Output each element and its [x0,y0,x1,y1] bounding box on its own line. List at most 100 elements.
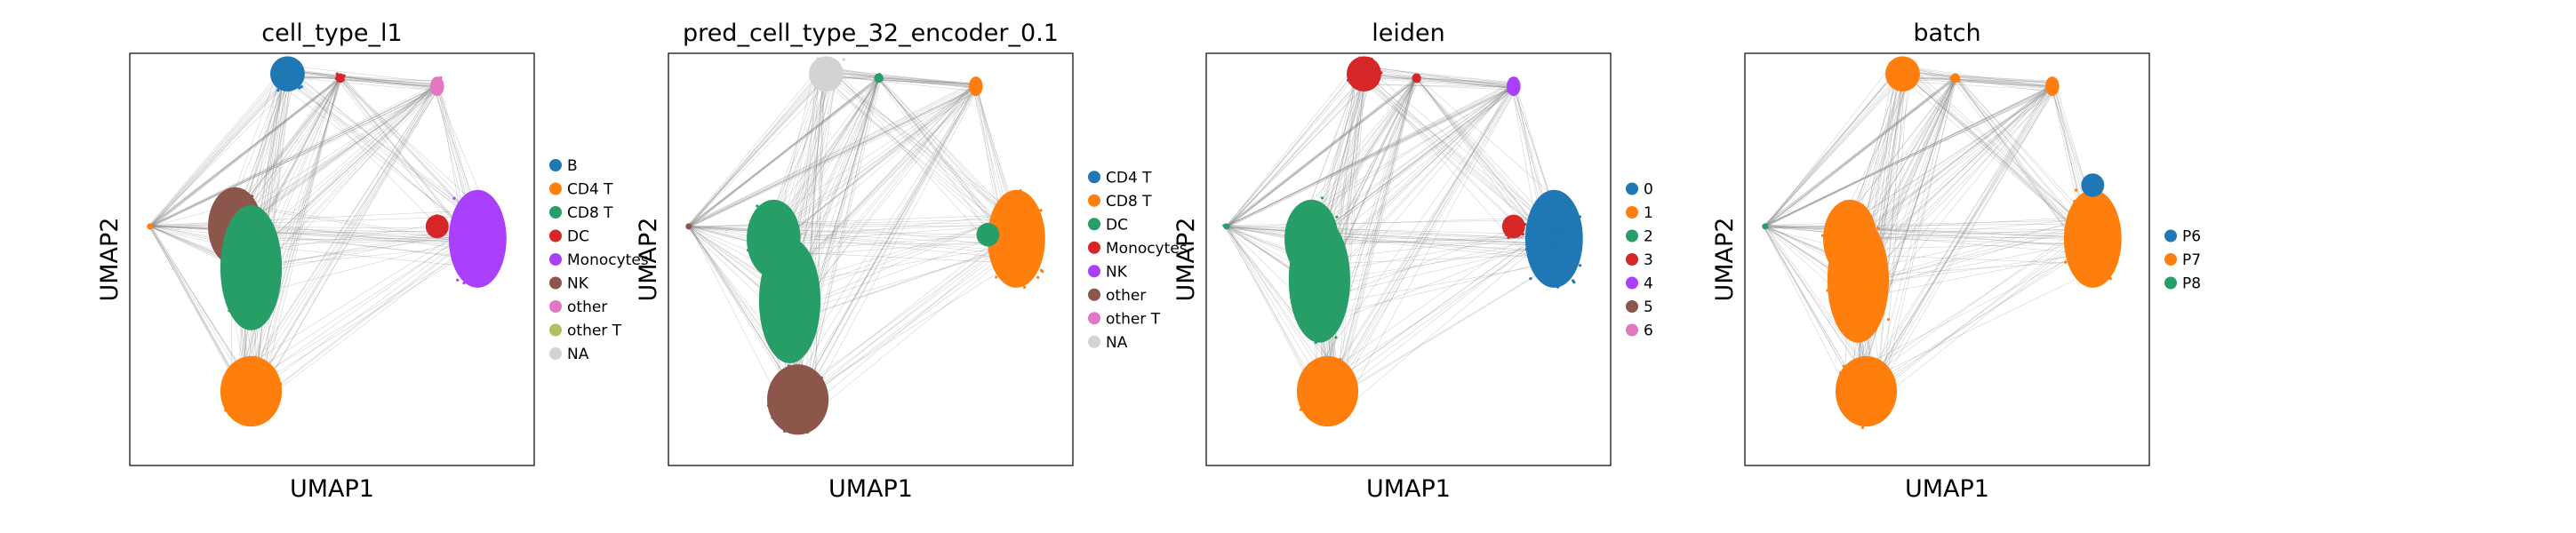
cell-point [1333,386,1337,389]
cell-point [1337,394,1341,398]
cell-point [780,418,783,422]
cell-point [2088,270,2092,274]
paga-edge [1317,76,1419,238]
cell-point [251,313,255,317]
cell-point [1559,240,1563,243]
cell-point [225,208,228,211]
paga-edge [1764,77,1957,227]
cell-point [1566,241,1571,244]
cell-point [1318,252,1322,256]
paga-edge [1764,226,2091,238]
paga-edge [151,73,294,227]
paga-edge [271,87,439,258]
cell-point [1520,229,1524,234]
cell-point [227,219,230,222]
cell-point [2077,245,2081,249]
cell-point [1334,336,1338,339]
legend-marker [1626,182,1638,195]
legend-marker [549,276,562,290]
cell-point [832,70,836,74]
cell-point [792,378,796,383]
paga-edge [1954,77,2089,235]
cell-point [252,279,257,282]
paga-edge [1225,227,1340,377]
paga-edge [791,227,1025,424]
paga-edge [1226,70,1356,228]
cell-point [796,369,800,372]
cell-point [2092,209,2096,213]
paga-edge [687,227,1017,237]
cell-point [782,243,786,247]
cell-point [220,232,224,235]
paga-edge [1867,77,1956,247]
cell-point [782,301,786,305]
cell-point [1344,276,1348,280]
cell-point [1906,68,1910,72]
cell-point [242,189,245,193]
cell-point [831,65,835,68]
cell-point [1908,64,1912,68]
cell-point [1342,277,1346,281]
cell-point [822,407,826,410]
cell-point [797,379,801,383]
cell-point [2093,241,2097,244]
paga-edge [247,83,436,247]
cell-point [1024,265,1028,268]
paga-edge [1844,86,2056,227]
legend-marker [1088,218,1100,231]
cell-point [1324,302,1329,306]
cell-point [469,239,473,243]
cell-point [795,381,798,385]
cell-point [993,220,996,224]
cell-point [1316,373,1319,377]
cell-point [2110,228,2114,232]
legend-label: other T [1106,310,1161,328]
cell-point [461,209,465,212]
paga-edge [1955,76,2081,230]
paga-edge [786,88,977,285]
cell-point [1901,81,1905,85]
paga-edge [1370,83,1515,91]
cell-point [2080,215,2084,219]
cell-point [258,267,261,271]
paga-edge [149,227,239,388]
cell-point [1347,71,1351,75]
paga-edge [1328,256,1568,403]
cell-point [2083,203,2086,206]
cell-point [282,69,285,73]
cell-point [236,236,240,241]
cell-point [435,227,438,230]
cell-point [985,236,988,240]
paga-edges [148,65,498,410]
cell-point [1355,81,1358,84]
cell-point [1344,408,1348,411]
cell-point [1009,272,1013,275]
cell-point [1366,84,1370,88]
cell-point [253,355,257,359]
cell-point [245,235,250,240]
paga-edge [1874,82,2053,384]
cell-point [468,247,471,251]
cell-point [1510,78,1514,82]
paga-edge [1313,78,1416,227]
paga-edge [1312,84,1513,235]
cell-point [282,77,285,81]
paga-edge [1227,77,1420,228]
cell-point [1325,402,1329,405]
cell-point [1321,410,1324,414]
paga-edge [1852,223,2089,296]
cell-point [797,325,801,329]
cell-point [1955,78,1958,82]
cell-point [1310,257,1314,260]
cell-point [258,254,261,258]
paga-edge [283,68,485,247]
paga-edge [880,78,974,88]
cell-point [465,225,468,228]
legend-marker [1626,206,1638,219]
cell-point [335,72,339,76]
cell-point [797,388,801,392]
paga-edge [1853,243,2080,289]
paga-edge [237,78,340,207]
cell-point [1298,217,1301,220]
cell-point [231,211,235,214]
